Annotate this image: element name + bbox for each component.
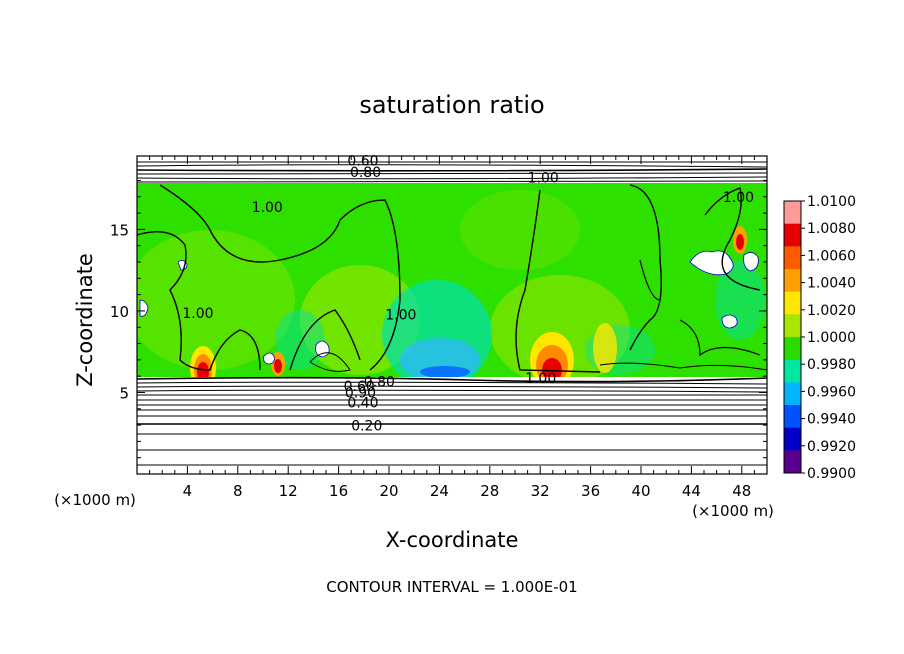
colorbar-label: 0.9940	[807, 412, 856, 428]
x-tick-label: 4	[183, 482, 193, 500]
colorbar-swatch	[784, 427, 801, 451]
contour-label: 0.20	[351, 418, 382, 434]
x-tick-label: 44	[682, 482, 701, 500]
colorbar-swatch	[784, 201, 801, 225]
contour-label: 0.60	[347, 153, 378, 169]
colorbar-label: 0.9920	[807, 439, 856, 455]
x-unit-left: (×1000 m)	[54, 491, 136, 509]
colorbar-label: 0.9960	[807, 384, 856, 400]
x-axis-label: X-coordinate	[386, 528, 519, 552]
colorbar-label: 1.0080	[807, 221, 856, 237]
x-tick-label: 8	[233, 482, 243, 500]
colorbar-label: 1.0020	[807, 303, 856, 319]
contour-labels: 0.600.80 1.001.001.001.00 1.001.000.600.80…	[182, 153, 754, 434]
y-tick-label: 10	[110, 303, 129, 321]
chart-title: saturation ratio	[359, 91, 544, 119]
x-tick-label: 16	[329, 482, 348, 500]
colorbar-label: 1.0060	[807, 248, 856, 264]
colorbar-swatch	[784, 269, 801, 293]
colorbar-swatch	[784, 382, 801, 406]
colorbar-label: 1.0040	[807, 276, 856, 292]
colorbar-swatch	[784, 337, 801, 361]
x-tick-label: 12	[279, 482, 298, 500]
colorbar-swatch	[784, 246, 801, 270]
contour-lines	[137, 161, 767, 466]
x-tick-label: 36	[581, 482, 600, 500]
colorbar-swatch	[784, 223, 801, 247]
contour-label: 0.40	[347, 396, 378, 412]
contour-interval-note: CONTOUR INTERVAL = 1.000E-01	[326, 578, 577, 596]
x-tick-label: 48	[732, 482, 751, 500]
colorbar-swatch	[784, 291, 801, 315]
contour-label: 1.00	[385, 307, 416, 323]
colorbar-swatch	[784, 359, 801, 383]
contour-label: 0.80	[350, 165, 381, 181]
y-axis-label: Z-coordinate	[73, 253, 97, 387]
y-tick-label: 5	[119, 384, 129, 402]
colorbar: 1.0100 1.0080 1.0060 1.0040 1.0020 1.0000 0.99…	[783, 194, 856, 482]
colorbar-label: 1.0100	[807, 194, 856, 210]
colorbar-label: 0.9980	[807, 357, 856, 373]
colorbar-swatch	[784, 314, 801, 338]
x-unit-right: (×1000 m)	[692, 502, 774, 520]
y-tick-label: 15	[110, 221, 129, 239]
colorbar-swatch	[784, 450, 801, 474]
contour-label: 1.00	[525, 371, 556, 387]
contour-label: 1.00	[528, 170, 559, 186]
colorbar-label: 1.0000	[807, 330, 856, 346]
plot-field	[137, 156, 767, 474]
colorbar-swatch	[784, 405, 801, 429]
contour-label: 0.60	[344, 379, 375, 395]
contour-label: 1.00	[252, 200, 283, 216]
x-axis: 4 8 12 16 20 24 28 32 36 40 44 48	[149, 156, 755, 500]
contour-label: 1.00	[723, 190, 754, 206]
contour-label: 1.00	[182, 306, 213, 322]
x-tick-label: 20	[379, 482, 398, 500]
y-axis: 5 10 15	[110, 179, 767, 459]
contour-label: 0.90	[345, 386, 376, 402]
contour-label: 0.80	[364, 374, 395, 390]
colorbar-label: 0.9900	[807, 466, 856, 482]
x-tick-label: 28	[480, 482, 499, 500]
x-tick-label: 32	[531, 482, 550, 500]
x-tick-label: 24	[430, 482, 449, 500]
x-tick-label: 40	[631, 482, 650, 500]
hot-spots	[190, 226, 747, 390]
